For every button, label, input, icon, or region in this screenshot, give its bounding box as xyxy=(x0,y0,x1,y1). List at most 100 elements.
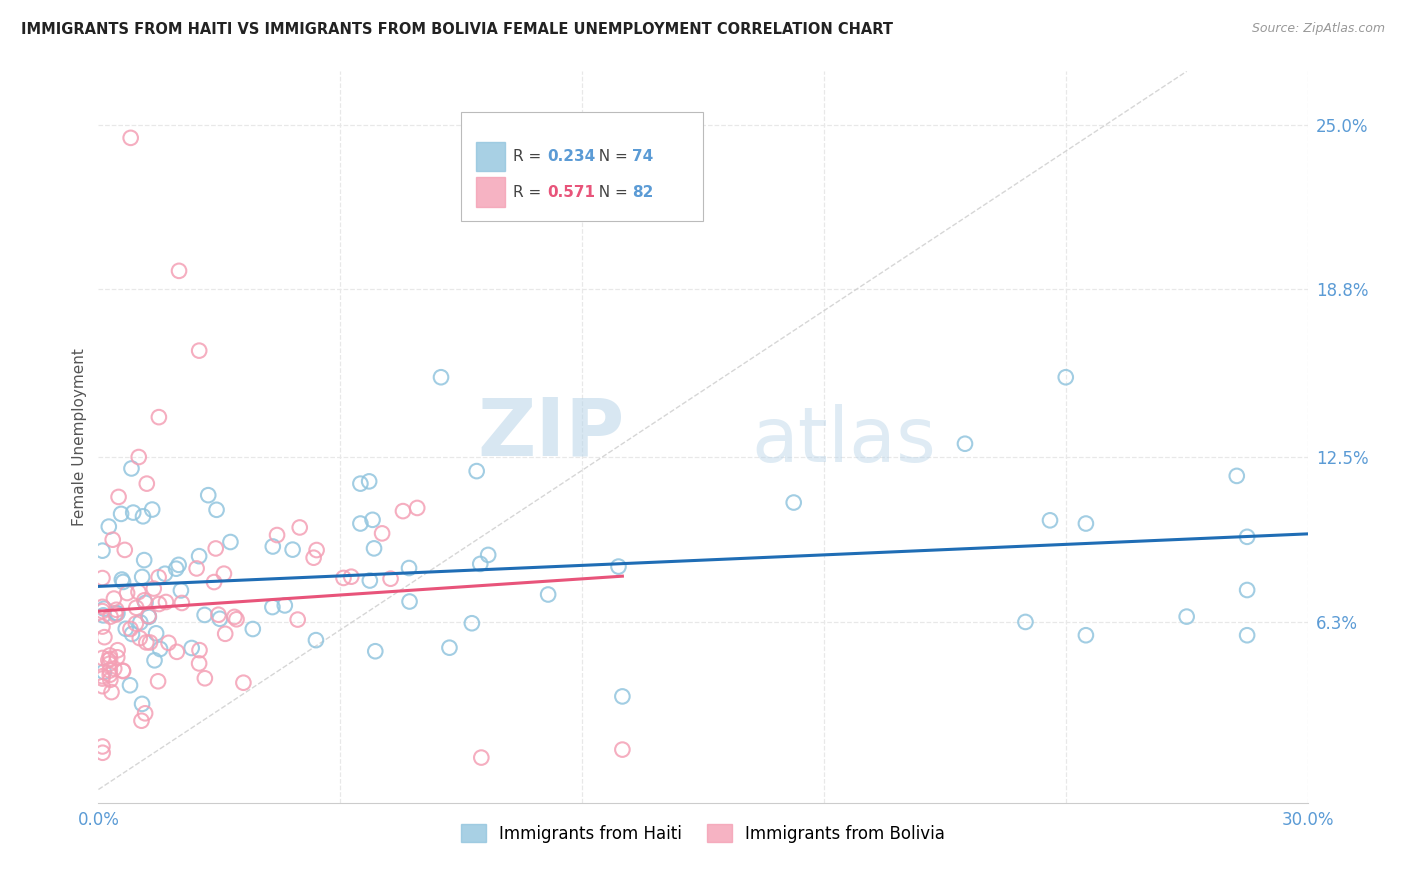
Point xyxy=(139,635,162,649)
Point xyxy=(91,604,114,618)
Point xyxy=(363,541,385,556)
Text: atlas: atlas xyxy=(751,404,936,478)
Point xyxy=(188,643,211,657)
Point xyxy=(1074,516,1097,531)
Text: ZIP: ZIP xyxy=(477,394,624,473)
Point xyxy=(470,750,492,764)
Point xyxy=(461,616,484,631)
Point xyxy=(194,671,217,685)
Point xyxy=(465,464,488,478)
Point xyxy=(165,562,187,576)
Point xyxy=(111,664,134,678)
Text: N =: N = xyxy=(589,185,633,200)
Point xyxy=(371,526,394,541)
Point xyxy=(135,476,157,491)
Point xyxy=(288,520,311,534)
Point xyxy=(91,619,114,633)
Point xyxy=(477,548,499,562)
Point xyxy=(98,648,121,663)
Point xyxy=(305,543,328,558)
Point xyxy=(131,697,153,711)
Point xyxy=(91,746,114,760)
Point xyxy=(359,574,381,588)
Point xyxy=(170,583,193,598)
Point xyxy=(1175,609,1198,624)
Point xyxy=(232,675,254,690)
Point xyxy=(274,599,297,613)
Point xyxy=(101,533,124,547)
Point xyxy=(149,642,172,657)
Point xyxy=(305,633,328,648)
Point xyxy=(439,640,461,655)
Point xyxy=(430,370,453,384)
Point xyxy=(1236,530,1258,544)
Point xyxy=(537,587,560,601)
Point xyxy=(125,600,148,615)
Point xyxy=(118,678,141,692)
Text: 0.234: 0.234 xyxy=(547,149,595,164)
Point xyxy=(134,596,156,610)
Point xyxy=(783,495,806,509)
Point xyxy=(98,673,121,687)
Point xyxy=(97,653,120,667)
Point xyxy=(361,513,384,527)
Text: 82: 82 xyxy=(631,185,652,200)
Point xyxy=(131,570,153,584)
Point xyxy=(128,450,150,464)
Point xyxy=(607,559,630,574)
Text: 74: 74 xyxy=(631,149,652,164)
Point xyxy=(115,586,138,600)
Point xyxy=(332,571,354,585)
Point xyxy=(100,609,122,624)
Point xyxy=(103,662,125,676)
Point xyxy=(143,653,166,667)
Text: Source: ZipAtlas.com: Source: ZipAtlas.com xyxy=(1251,22,1385,36)
Point xyxy=(100,685,122,699)
Point xyxy=(208,612,231,626)
Point xyxy=(197,488,219,502)
Point xyxy=(167,264,190,278)
FancyBboxPatch shape xyxy=(475,142,505,171)
Point xyxy=(224,610,246,624)
Point xyxy=(105,603,128,617)
Point xyxy=(262,600,284,615)
Point xyxy=(91,543,114,558)
Point xyxy=(262,540,284,554)
Point xyxy=(120,131,142,145)
Point xyxy=(953,436,976,450)
Point xyxy=(138,610,160,624)
Point xyxy=(91,669,114,683)
Point xyxy=(167,558,190,572)
Point xyxy=(98,664,121,678)
Point xyxy=(91,679,114,693)
Y-axis label: Female Unemployment: Female Unemployment xyxy=(72,348,87,526)
Point xyxy=(188,657,211,671)
Point xyxy=(91,599,114,614)
Text: IMMIGRANTS FROM HAITI VS IMMIGRANTS FROM BOLIVIA FEMALE UNEMPLOYMENT CORRELATION: IMMIGRANTS FROM HAITI VS IMMIGRANTS FROM… xyxy=(21,22,893,37)
Point xyxy=(91,739,114,754)
Point xyxy=(134,593,156,607)
Point xyxy=(112,664,135,678)
Point xyxy=(132,509,155,524)
Point xyxy=(207,607,229,622)
Point xyxy=(148,410,170,425)
Point xyxy=(93,601,115,615)
Point xyxy=(104,607,127,622)
Point xyxy=(98,668,121,682)
Point xyxy=(145,626,167,640)
Point xyxy=(170,596,193,610)
Point xyxy=(406,500,429,515)
Point xyxy=(212,566,235,581)
Point xyxy=(112,574,135,589)
Point xyxy=(380,572,402,586)
Point xyxy=(138,609,160,624)
Point xyxy=(128,631,150,645)
Point xyxy=(1039,513,1062,527)
Point xyxy=(148,597,170,611)
Point xyxy=(134,706,156,721)
Point xyxy=(105,650,128,665)
Point xyxy=(180,640,202,655)
Point xyxy=(131,714,153,728)
Point xyxy=(1014,615,1036,629)
Point xyxy=(98,652,121,666)
